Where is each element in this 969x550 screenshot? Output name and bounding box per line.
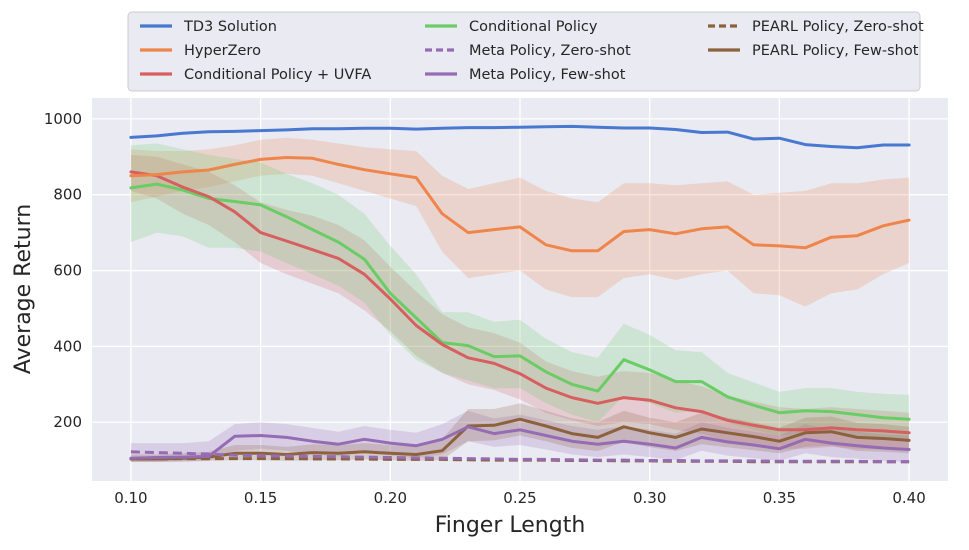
y-tick-label: 400 xyxy=(53,337,82,355)
x-axis-label: Finger Length xyxy=(435,513,586,538)
y-tick-label: 800 xyxy=(53,186,82,204)
conditional-policy-line xyxy=(129,182,911,421)
conditional-policy-band xyxy=(130,143,910,442)
y-tick-label: 200 xyxy=(53,413,82,431)
y-tick-label: 600 xyxy=(53,262,82,280)
hyperzero-band xyxy=(130,137,910,307)
td3-solution-line xyxy=(129,124,911,150)
hyperzero-line xyxy=(129,156,911,253)
meta-policy-few-shot-legend-label: Meta Policy, Few-shot xyxy=(469,67,626,83)
meta-policy-zero-shot-legend-label: Meta Policy, Zero-shot xyxy=(469,43,631,59)
x-tick-label: 0.25 xyxy=(503,489,536,507)
conditional-policy-uvfa-band xyxy=(130,154,910,451)
x-tick-label: 0.15 xyxy=(244,489,277,507)
conditional-policy-uvfa-legend-label: Conditional Policy + UVFA xyxy=(184,67,371,83)
meta-policy-few-shot-band xyxy=(130,410,910,462)
x-tick-label: 0.40 xyxy=(892,489,925,507)
conditional-policy-legend-label: Conditional Policy xyxy=(469,19,598,35)
y-axis-ticks: 200 400 600 800 1000 xyxy=(44,110,82,431)
pearl-policy-few-shot-band xyxy=(130,403,910,462)
td3-solution-legend-label: TD3 Solution xyxy=(183,19,277,35)
y-tick-label: 1000 xyxy=(44,110,82,128)
x-tick-label: 0.35 xyxy=(763,489,796,507)
pearl-policy-few-shot-line xyxy=(129,417,911,461)
meta-policy-zero-shot-line xyxy=(130,450,910,464)
grid-lines xyxy=(92,98,948,481)
series-lines xyxy=(129,124,911,464)
meta-policy-few-shot-line xyxy=(129,425,911,460)
confidence-bands xyxy=(130,137,910,462)
hyperzero-legend-label: HyperZero xyxy=(184,43,261,59)
x-tick-label: 0.20 xyxy=(374,489,407,507)
y-axis-label: Average Return xyxy=(11,204,36,374)
x-tick-label: 0.10 xyxy=(114,489,147,507)
pearl-policy-zero-shot-legend-label: PEARL Policy, Zero-shot xyxy=(752,19,924,35)
x-axis-ticks: 0.10 0.15 0.20 0.25 0.30 0.35 0.40 xyxy=(114,489,926,507)
conditional-policy-uvfa-line xyxy=(129,170,911,435)
legend: TD3 Solution HyperZero Conditional Policy … xyxy=(127,11,924,92)
pearl-policy-few-shot-legend-label: PEARL Policy, Few-shot xyxy=(752,43,919,59)
x-tick-label: 0.30 xyxy=(633,489,666,507)
legend-box xyxy=(127,11,921,92)
